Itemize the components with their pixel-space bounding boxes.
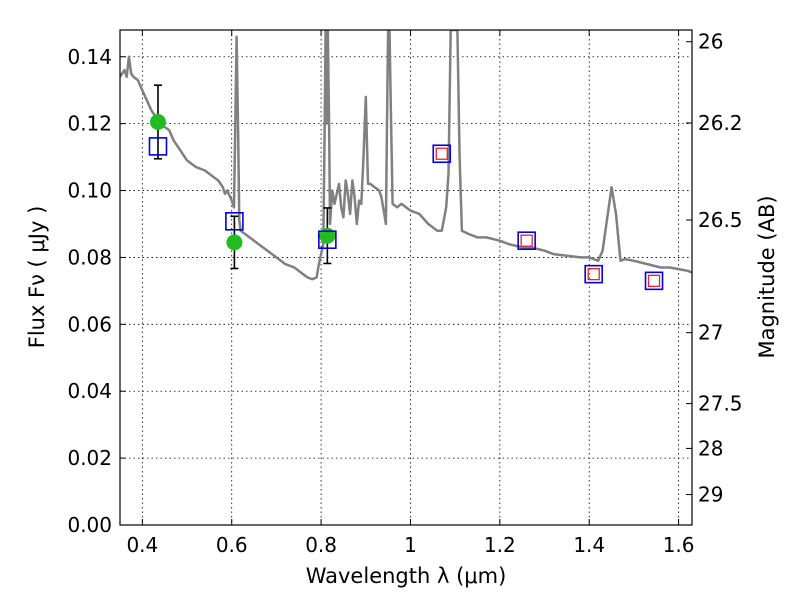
y2-tick-label: 27.5 [698, 392, 743, 416]
x-tick-label: 0.4 [126, 533, 158, 557]
axis-ticks [120, 30, 692, 526]
y-axis-label: Flux Fν ( μJy ) [25, 206, 49, 349]
model-band-point [644, 271, 664, 291]
x-tick-label: 1 [404, 533, 417, 557]
y-tick-label: 0.00 [67, 513, 112, 537]
y2-tick-labels: 26 26.2 26.5 27 27.5 28 29 [698, 30, 743, 507]
model-band-inner [587, 268, 600, 281]
model-band-point [318, 230, 337, 250]
model-band-point [432, 144, 452, 164]
y2-tick-label: 26.2 [698, 111, 743, 135]
model-band-inner [520, 234, 533, 247]
y2-tick-label: 29 [698, 483, 723, 507]
model-band-points [148, 137, 664, 291]
y-tick-label: 0.06 [67, 312, 112, 336]
model-band-point [584, 264, 603, 284]
y2-tick-label: 28 [698, 436, 723, 460]
x-tick-label: 1.4 [573, 533, 605, 557]
y2-tick-label: 26.5 [698, 208, 743, 232]
model-band-inner [647, 274, 661, 287]
x-tick-label: 1.2 [484, 533, 516, 557]
x-tick-label: 1.6 [663, 533, 695, 557]
plot-background [120, 30, 692, 525]
y-tick-label: 0.04 [67, 379, 112, 403]
model-band-point [517, 231, 536, 251]
observed-point [149, 113, 166, 130]
x-axis-label: Wavelength λ (μm) [306, 564, 507, 588]
y2-tick-label: 26 [698, 30, 723, 54]
x-tick-label: 0.8 [305, 533, 337, 557]
observed-point [226, 234, 243, 251]
y2-tick-label: 27 [698, 321, 723, 345]
x-tick-labels: 0.4 0.6 0.8 1 1.2 1.4 1.6 [126, 533, 694, 557]
observed-point [319, 227, 336, 244]
model-spectrum-line [120, 30, 692, 281]
plot-frame [119, 29, 693, 526]
y-tick-label: 0.12 [67, 112, 112, 136]
y2-axis-label: Magnitude (AB) [755, 195, 779, 358]
model-band-inner [435, 147, 448, 160]
model-spectrum [120, 30, 692, 281]
y-tick-label: 0.08 [67, 245, 112, 269]
y-tick-label: 0.10 [67, 179, 112, 203]
y-tick-labels: 0.00 0.02 0.04 0.06 0.08 0.10 0.12 0.14 [67, 45, 112, 537]
y-tick-label: 0.14 [67, 45, 112, 69]
grid-lines [120, 30, 692, 526]
y-tick-label: 0.02 [67, 446, 112, 470]
model-band-point [225, 212, 244, 231]
x-tick-label: 0.6 [216, 533, 248, 557]
model-band-point [148, 137, 168, 156]
